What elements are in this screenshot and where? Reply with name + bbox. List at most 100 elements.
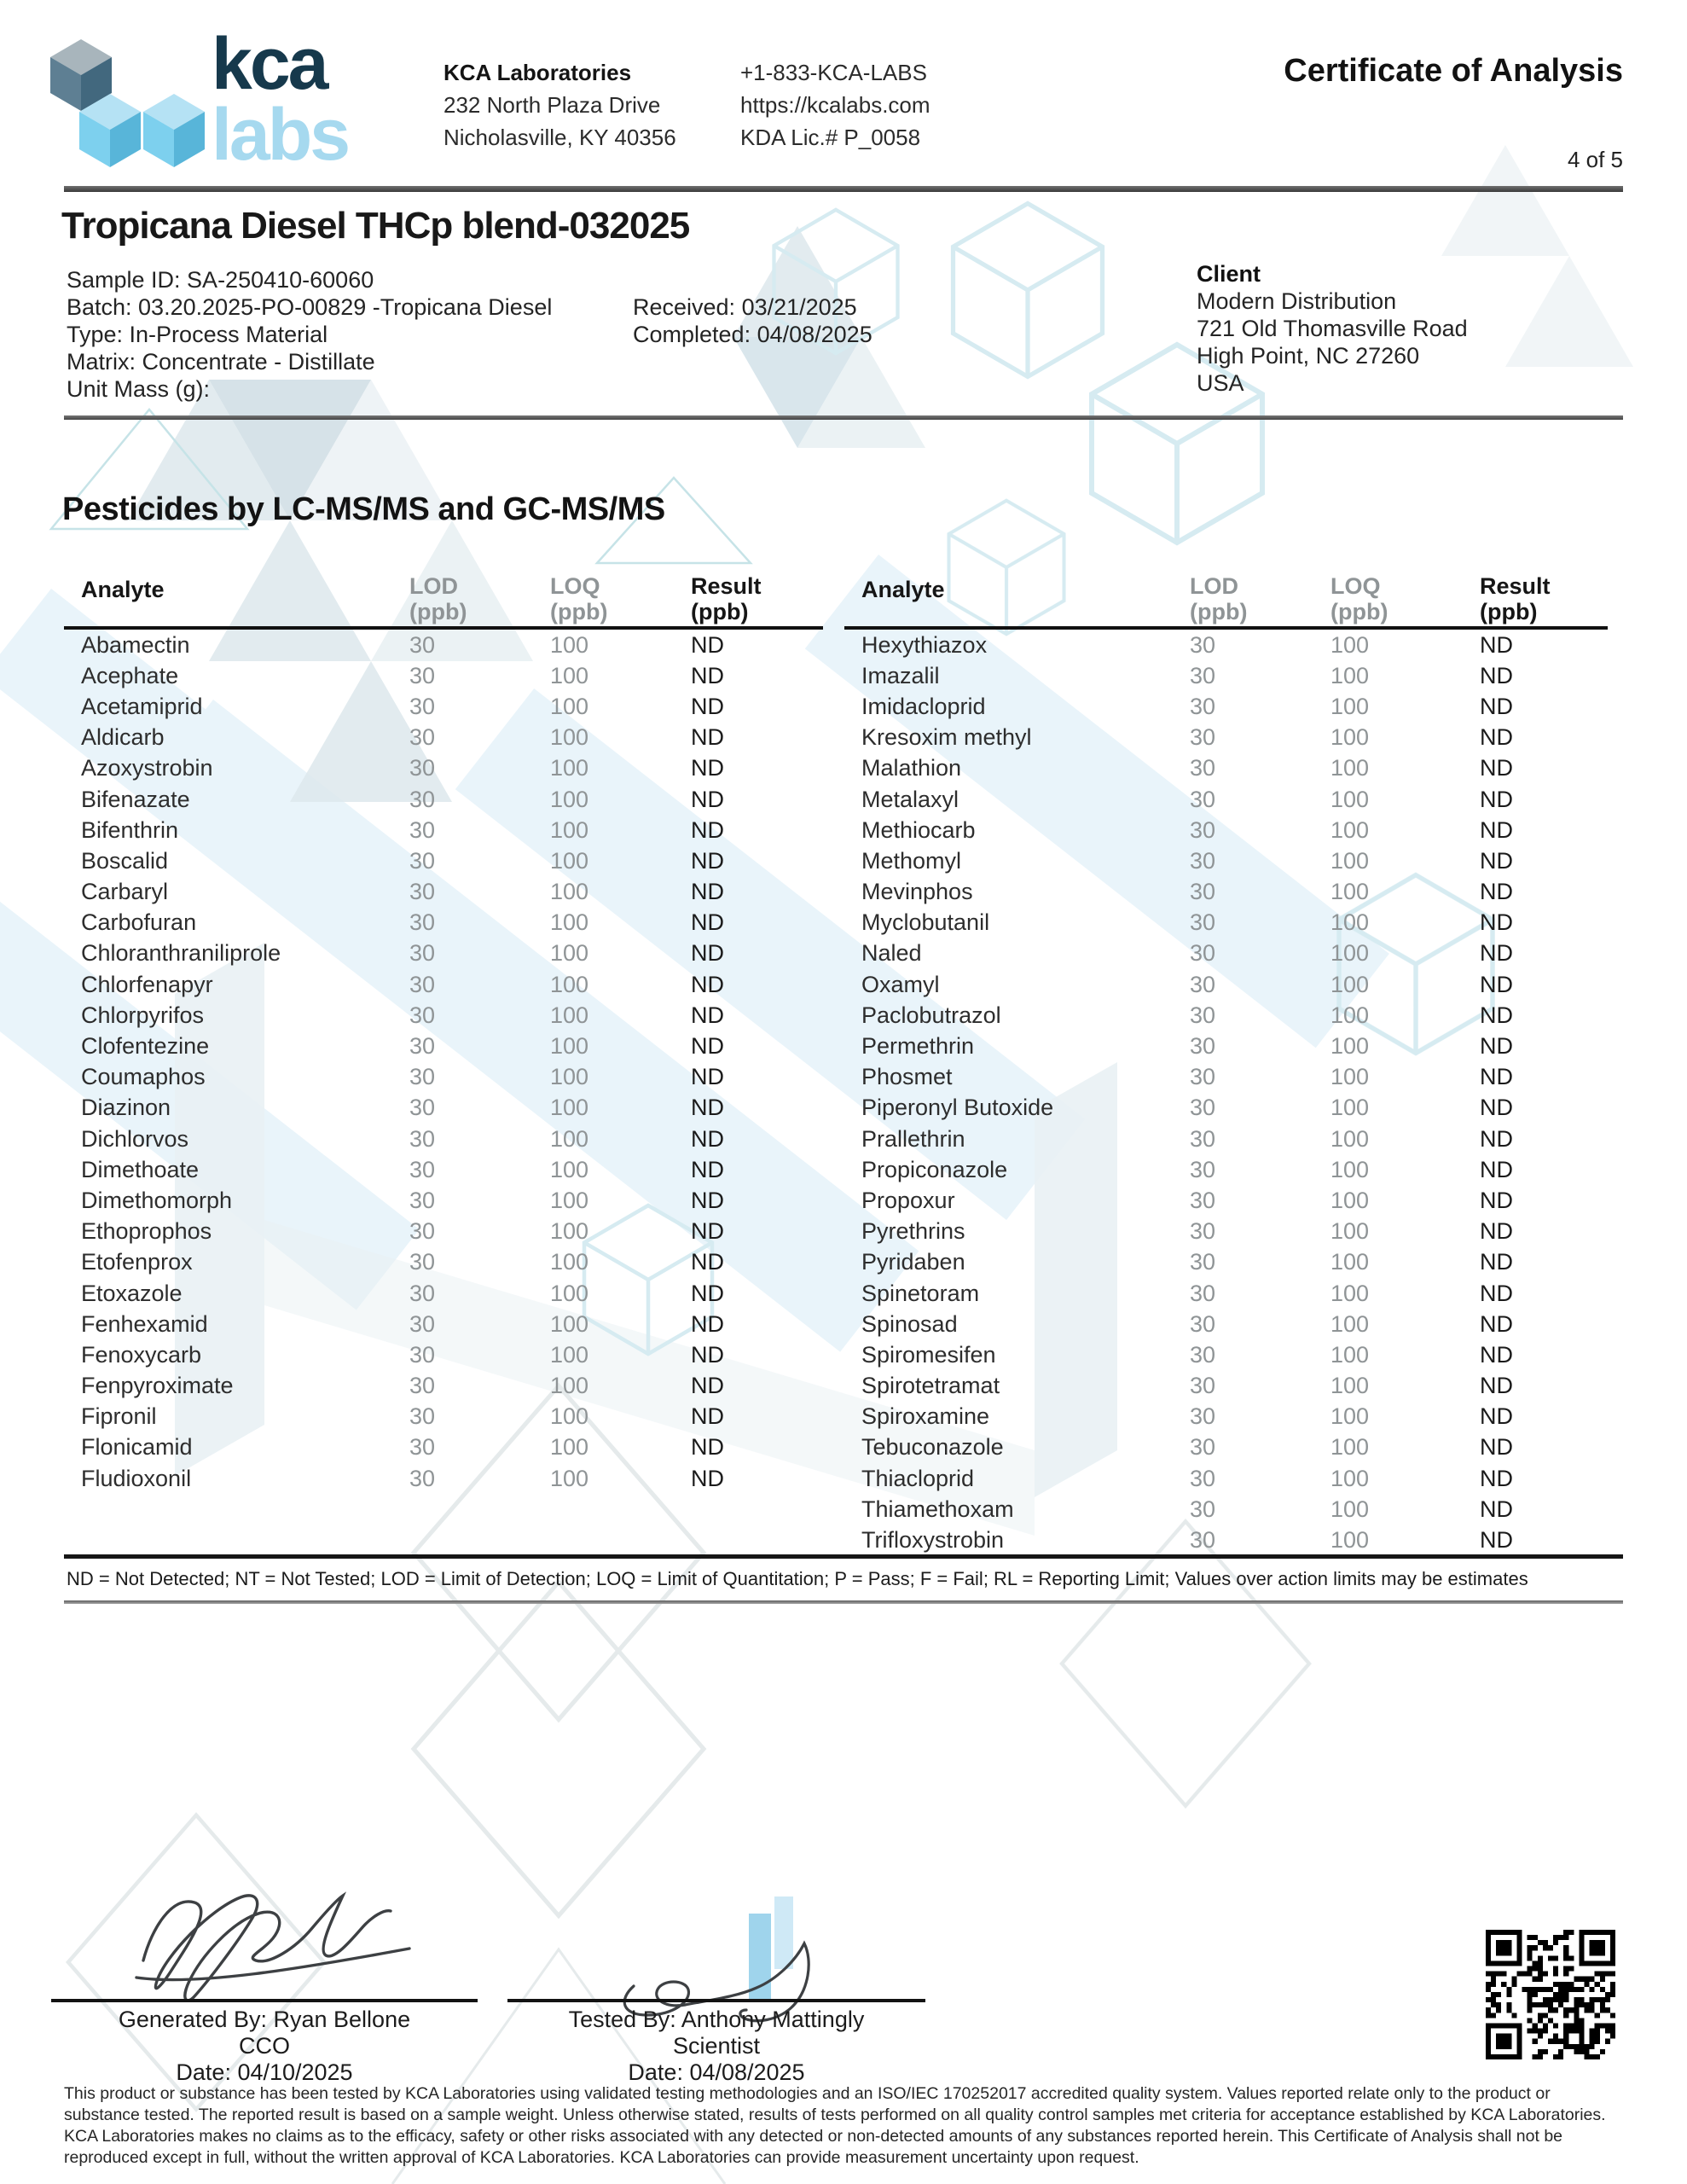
- analyte-name: Coumaphos: [81, 1064, 206, 1090]
- received-date: Received: 03/21/2025: [633, 294, 857, 320]
- table-row: Metalaxyl 30 100 ND: [844, 784, 1608, 815]
- result-value: ND: [1480, 1403, 1513, 1430]
- client-block: Client Modern Distribution 721 Old Thoma…: [1197, 260, 1468, 397]
- result-value: ND: [691, 1095, 724, 1121]
- lod-value: 30: [409, 1033, 436, 1060]
- table-row: Abamectin 30 100 ND: [64, 630, 823, 660]
- lab-address-line1: 232 North Plaza Drive: [443, 92, 661, 118]
- loq-value: 100: [550, 816, 589, 843]
- result-value: ND: [691, 1002, 724, 1028]
- qr-code: [1486, 1930, 1615, 2059]
- table-row: Spinetoram 30 100 ND: [844, 1278, 1608, 1309]
- client-street: 721 Old Thomasville Road: [1197, 316, 1468, 341]
- table-row: Fipronil 30 100 ND: [64, 1402, 823, 1432]
- sample-type: Type: In-Process Material: [67, 322, 328, 347]
- generated-by-signature: [135, 1891, 411, 2002]
- loq-value: 100: [1330, 1434, 1370, 1461]
- result-value: ND: [691, 786, 724, 812]
- loq-value: 100: [550, 1403, 589, 1430]
- analyte-name: Acephate: [81, 662, 179, 688]
- analyte-name: Bifenazate: [81, 786, 190, 812]
- document-title: Certificate of Analysis: [1284, 53, 1623, 89]
- loq-value: 100: [1330, 724, 1370, 751]
- lod-value: 30: [1190, 1280, 1216, 1306]
- table-row: Methomyl 30 100 ND: [844, 845, 1608, 876]
- table-row: Pyrethrins 30 100 ND: [844, 1217, 1608, 1247]
- result-value: ND: [1480, 755, 1513, 781]
- table-body: Hexythiazox 30 100 ND Imazalil 30 100 ND…: [844, 630, 1608, 1556]
- table-row: Spirotetramat 30 100 ND: [844, 1371, 1608, 1402]
- table-row: Phosmet 30 100 ND: [844, 1062, 1608, 1093]
- result-value: ND: [1480, 1064, 1513, 1090]
- lod-value: 30: [409, 1465, 436, 1491]
- result-value: ND: [691, 755, 724, 781]
- result-value: ND: [691, 1341, 724, 1368]
- table-row: Fenhexamid 30 100 ND: [64, 1309, 823, 1339]
- loq-value: 100: [550, 1373, 589, 1399]
- result-value: ND: [691, 662, 724, 688]
- loq-value: 100: [1330, 1341, 1370, 1368]
- completed-date: Completed: 04/08/2025: [633, 322, 872, 347]
- lod-value: 30: [1190, 1095, 1216, 1121]
- result-value: ND: [1480, 909, 1513, 936]
- result-value: ND: [1480, 940, 1513, 967]
- table-row: Permethrin 30 100 ND: [844, 1031, 1608, 1061]
- lod-value: 30: [1190, 1434, 1216, 1461]
- table-row: Pyridaben 30 100 ND: [844, 1247, 1608, 1278]
- table-row: Fenpyroximate 30 100 ND: [64, 1371, 823, 1402]
- lod-value: 30: [1190, 631, 1216, 658]
- lod-value: 30: [409, 1125, 436, 1152]
- analyte-name: Spirotetramat: [861, 1373, 1000, 1399]
- analyte-name: Spinosad: [861, 1310, 958, 1337]
- tested-by-block: Tested By: Anthony Mattingly Scientist D…: [507, 2007, 925, 2086]
- lod-value: 30: [1190, 1187, 1216, 1213]
- analyte-name: Chlorfenapyr: [81, 971, 213, 997]
- table-row: Dimethomorph 30 100 ND: [64, 1185, 823, 1216]
- loq-value: 100: [550, 1218, 589, 1245]
- loq-value: 100: [550, 1156, 589, 1182]
- table-row: Imidacloprid 30 100 ND: [844, 691, 1608, 722]
- loq-value: 100: [550, 631, 589, 658]
- lod-value: 30: [1190, 940, 1216, 967]
- table-row: Tebuconazole 30 100 ND: [844, 1432, 1608, 1463]
- table-row: Spinosad 30 100 ND: [844, 1309, 1608, 1339]
- lod-value: 30: [409, 1218, 436, 1245]
- analyte-name: Azoxystrobin: [81, 755, 213, 781]
- column-header-lod: LOD (ppb): [409, 573, 467, 624]
- table-row: Boscalid 30 100 ND: [64, 845, 823, 876]
- loq-value: 100: [1330, 816, 1370, 843]
- loq-value: 100: [1330, 1218, 1370, 1245]
- result-value: ND: [691, 1249, 724, 1275]
- lod-value: 30: [1190, 847, 1216, 874]
- result-value: ND: [691, 1373, 724, 1399]
- analyte-name: Fipronil: [81, 1403, 157, 1430]
- loq-value: 100: [1330, 879, 1370, 905]
- lod-value: 30: [409, 1310, 436, 1337]
- result-value: ND: [691, 1033, 724, 1060]
- lod-value: 30: [409, 847, 436, 874]
- lod-value: 30: [1190, 1033, 1216, 1060]
- result-value: ND: [1480, 1434, 1513, 1461]
- analyte-name: Fenhexamid: [81, 1310, 208, 1337]
- sample-info-block: Sample ID: SA-250410-60060 Batch: 03.20.…: [67, 266, 552, 403]
- logo-labs-text: labs: [212, 93, 351, 176]
- analyte-name: Prallethrin: [861, 1125, 965, 1152]
- table-row: Thiacloprid 30 100 ND: [844, 1463, 1608, 1494]
- lod-value: 30: [409, 631, 436, 658]
- column-header-result: Result (ppb): [1480, 573, 1551, 624]
- lod-value: 30: [409, 1341, 436, 1368]
- table-row: Etoxazole 30 100 ND: [64, 1278, 823, 1309]
- lod-value: 30: [409, 662, 436, 688]
- analyte-name: Spinetoram: [861, 1280, 980, 1306]
- loq-value: 100: [550, 1341, 589, 1368]
- lod-value: 30: [409, 879, 436, 905]
- analyte-name: Trifloxystrobin: [861, 1527, 1005, 1554]
- loq-value: 100: [550, 971, 589, 997]
- column-header-analyte: Analyte: [81, 577, 165, 602]
- table-row: Carbofuran 30 100 ND: [64, 908, 823, 938]
- lod-value: 30: [1190, 1403, 1216, 1430]
- table-header-row: Analyte LOD (ppb) LOQ (ppb) Result (ppb): [844, 561, 1608, 630]
- lod-value: 30: [1190, 1527, 1216, 1554]
- lod-value: 30: [409, 1373, 436, 1399]
